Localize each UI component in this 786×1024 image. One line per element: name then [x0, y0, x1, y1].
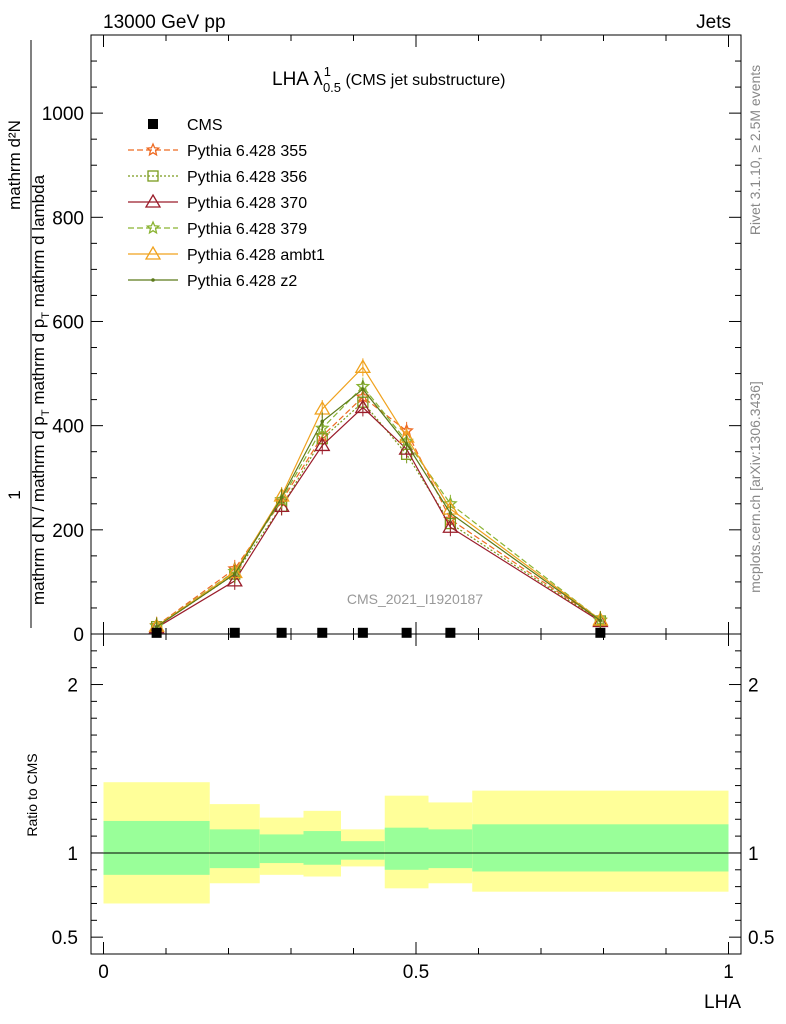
ylabel-numerator-2: mathrm d²N — [5, 120, 24, 210]
point-marker — [151, 278, 155, 282]
ratio-bands — [91, 782, 741, 904]
ratio-band-inner — [472, 824, 729, 872]
series-5 — [154, 380, 603, 636]
point-marker — [144, 193, 162, 208]
legend-label: Pythia 6.428 370 — [187, 195, 307, 212]
header-right: Jets — [696, 12, 731, 33]
legend-entry-cms: CMS — [148, 117, 223, 134]
point-marker — [226, 572, 243, 587]
ratio-y-tick-label: 2 — [67, 676, 78, 697]
watermark: CMS_2021_I1920187 — [347, 591, 483, 607]
point-marker — [448, 511, 453, 515]
series-line — [156, 396, 601, 627]
point-marker — [314, 420, 330, 435]
ratio-y-tick-label-right: 2 — [748, 676, 759, 697]
data-marker — [276, 627, 287, 638]
x-tick-label: 0.5 — [403, 962, 429, 983]
y-tick-label: 0 — [73, 625, 84, 646]
point-marker — [361, 387, 365, 391]
legend-label: Pythia 6.428 356 — [187, 169, 307, 186]
data-marker — [148, 119, 158, 129]
ratio-band-inner — [341, 841, 385, 860]
legend-label: Pythia 6.428 379 — [187, 221, 307, 238]
series-group — [148, 358, 609, 638]
data-marker — [151, 627, 162, 638]
legend-label: Pythia 6.428 ambt1 — [187, 247, 325, 264]
x-axis-label: LHA — [704, 992, 741, 1013]
data-marker — [401, 627, 412, 638]
y-tick-label: 800 — [52, 208, 84, 229]
legend-entry-1: Pythia 6.428 356 — [128, 169, 307, 186]
header-left: 13000 GeV pp — [103, 12, 226, 33]
legend-label: Pythia 6.428 355 — [187, 143, 307, 160]
y-tick-label: 200 — [52, 521, 84, 542]
point-marker — [147, 170, 159, 182]
data-marker — [357, 627, 368, 638]
point-marker — [320, 419, 325, 424]
legend-entry-0: Pythia 6.428 355 — [128, 142, 307, 160]
legend-entry-4: Pythia 6.428 ambt1 — [128, 245, 325, 264]
data-marker — [317, 627, 328, 638]
cms-data — [151, 627, 606, 638]
data-marker — [595, 627, 606, 638]
ratio-y-tick-label: 1 — [67, 844, 78, 865]
rivet-label: Rivet 3.1.10, ≥ 2.5M events — [747, 65, 763, 235]
ratio-ylabel: Ratio to CMS — [24, 753, 40, 836]
legend-entry-3: Pythia 6.428 379 — [128, 220, 307, 238]
point-marker — [279, 495, 284, 500]
legend: CMS Pythia 6.428 355 Pythia 6.428 356 Pythi… — [128, 117, 325, 290]
ratio-band-inner — [259, 834, 304, 864]
point-marker — [354, 359, 372, 373]
point-marker — [404, 442, 409, 446]
point-marker — [598, 618, 603, 623]
ratio-band-inner — [103, 820, 210, 875]
point-marker — [314, 437, 331, 452]
point-marker — [442, 518, 459, 533]
mcplots-label: mcplots.cern.ch [arXiv:1306.3436] — [747, 381, 763, 593]
ratio-band-inner — [384, 827, 429, 870]
point-marker — [398, 440, 415, 455]
y-tick-label: 1000 — [42, 104, 84, 125]
legend-entry-2: Pythia 6.428 370 — [128, 193, 307, 212]
ylabel-denominator: mathrm d N / mathrm d pT mathrm d pT mat… — [29, 174, 52, 605]
series-line — [156, 388, 601, 628]
data-marker — [445, 627, 456, 638]
legend-entry-5: Pythia 6.428 z2 — [128, 273, 297, 290]
ratio-band-inner — [303, 831, 341, 865]
main-ylabel: 1 mathrm d²N mathrm d N / mathrm d pT ma… — [5, 40, 52, 628]
ratio-y-tick-label-right: 0.5 — [748, 928, 774, 949]
point-marker — [354, 399, 372, 414]
y-tick-label: 600 — [52, 312, 84, 333]
plot-title: LHA λ1 0.5 (CMS jet substructure) — [272, 64, 506, 95]
series-line — [156, 366, 601, 627]
ratio-y-tick-label-right: 1 — [748, 844, 759, 865]
legend-label: CMS — [187, 117, 223, 134]
x-tick-label: 0 — [98, 962, 109, 983]
point-marker — [145, 220, 161, 235]
data-marker — [229, 627, 240, 638]
point-marker — [154, 624, 159, 629]
x-tick-label: 1 — [723, 962, 734, 983]
ratio-band-inner — [209, 829, 260, 869]
point-marker — [144, 245, 162, 260]
point-marker — [145, 142, 161, 157]
y-tick-label: 400 — [52, 417, 84, 438]
ratio-band-inner — [428, 829, 473, 869]
point-marker — [232, 572, 237, 576]
ylabel-numerator: 1 — [5, 490, 24, 499]
axes: 0 0.5 1 0 200 400 600 800 1000 0.5 0.5 1 1 2 2 — [42, 35, 774, 983]
legend-label: Pythia 6.428 z2 — [187, 273, 297, 290]
ratio-y-tick-label: 0.5 — [52, 928, 78, 949]
